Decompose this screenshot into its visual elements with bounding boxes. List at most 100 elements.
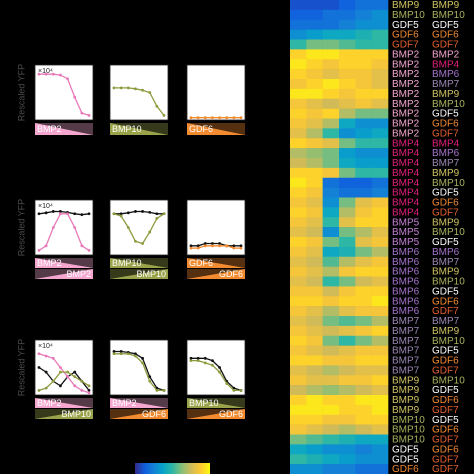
heatmap-cell — [339, 197, 356, 208]
heatmap-cell — [306, 0, 323, 11]
data-point — [73, 95, 77, 99]
heatmap-cell — [371, 197, 389, 208]
heatmap-cell — [371, 108, 389, 119]
heatmap-cell — [306, 177, 323, 188]
heatmap-cell — [290, 158, 307, 169]
heatmap-cell — [371, 424, 389, 435]
heatmap-cell — [322, 0, 340, 11]
heatmap-cell — [371, 177, 389, 188]
ligand-label: GDF5 — [432, 346, 459, 357]
ligand-label: BMP10 — [432, 277, 465, 288]
heatmap-cell — [306, 306, 323, 317]
heatmap-cell — [355, 395, 372, 406]
data-point — [126, 352, 130, 356]
heatmap-cell — [306, 365, 323, 376]
heatmap-cell — [322, 296, 340, 307]
ligand-label: BMP10 — [432, 336, 465, 347]
heatmap-cell — [371, 335, 389, 346]
heatmap-cell — [290, 316, 307, 327]
ligand-label: BMP6 — [432, 247, 460, 258]
heatmap-cell — [322, 128, 340, 139]
heatmap-cell — [322, 39, 340, 50]
ramp-label: BMP10 — [136, 269, 166, 279]
ligand-label: BMP7 — [392, 356, 420, 367]
heatmap-cell — [355, 138, 372, 149]
data-point — [225, 116, 229, 120]
heatmap-cell — [371, 414, 389, 425]
heatmap-cell — [339, 385, 356, 396]
ramp-label: BMP2 — [66, 269, 91, 279]
data-point — [119, 352, 123, 356]
heatmap-cell — [371, 464, 389, 474]
heatmap-cell — [371, 306, 389, 317]
heatmap-cell — [306, 79, 323, 90]
heatmap-cell — [306, 39, 323, 50]
data-point — [239, 246, 243, 250]
heatmap-cell — [306, 59, 323, 70]
data-point — [134, 239, 137, 243]
heatmap-cell — [371, 444, 389, 455]
ligand-label: BMP9 — [432, 267, 460, 278]
heatmap-cell — [339, 158, 356, 169]
heatmap-cell — [290, 375, 307, 386]
heatmap-cell — [355, 19, 372, 30]
ligand-label: BMP10 — [392, 10, 425, 21]
heatmap-cell — [355, 59, 372, 70]
ligand-label: GDF7 — [432, 40, 459, 51]
axis-scale: ×10⁴ — [38, 68, 53, 75]
heatmap-cell — [339, 79, 356, 90]
heatmap-cell — [306, 128, 323, 139]
heatmap-cell — [371, 227, 389, 238]
heatmap-cell — [371, 355, 389, 366]
heatmap-cell — [322, 79, 340, 90]
heatmap-cell — [290, 345, 307, 356]
heatmap-cell — [355, 69, 372, 80]
ramp — [187, 269, 245, 279]
data-point — [189, 356, 193, 360]
heatmap-cell — [322, 237, 340, 248]
data-point — [51, 356, 55, 360]
heatmap-cell — [290, 39, 307, 50]
heatmap-cell — [371, 434, 389, 445]
heatmap-cell — [355, 108, 372, 119]
heatmap-cell — [371, 207, 389, 218]
heatmap-cell — [306, 434, 323, 445]
heatmap-cell — [290, 187, 307, 198]
heatmap-cell — [322, 9, 340, 21]
data-point — [148, 230, 152, 234]
ramp — [110, 123, 168, 135]
heatmap-cell — [355, 385, 372, 396]
heatmap-cell — [339, 177, 356, 188]
data-point — [59, 384, 62, 388]
heatmap-cell — [290, 128, 307, 139]
heatmap-cell — [322, 197, 340, 208]
heatmap-cell — [355, 464, 372, 474]
heatmap-cell — [371, 9, 389, 21]
heatmap-cell — [306, 286, 323, 297]
heatmap-cell — [339, 39, 356, 50]
heatmap-cell — [371, 365, 389, 376]
data-point — [59, 73, 62, 77]
heatmap-cell — [322, 335, 340, 346]
heatmap-cell — [355, 296, 372, 307]
y-axis-label: Rescaled YFP — [16, 339, 26, 396]
heatmap-cell — [339, 19, 356, 30]
heatmap-cell — [306, 414, 323, 425]
heatmap-cell — [339, 118, 356, 129]
heatmap-cell — [290, 306, 307, 317]
ligand-label: BMP7 — [432, 316, 460, 327]
ligand-label: BMP2 — [392, 128, 420, 139]
heatmap-cell — [371, 286, 389, 297]
data-point — [218, 116, 221, 120]
data-point — [155, 389, 159, 392]
heatmap-cell — [322, 138, 340, 149]
data-point — [218, 366, 221, 369]
heatmap-cell — [290, 266, 307, 277]
ligand-label: BMP5 — [392, 217, 420, 228]
ligand-label: BMP6 — [392, 247, 420, 258]
axis-scale: ×10⁴ — [38, 343, 53, 350]
heatmap-cell — [355, 444, 372, 455]
heatmap-cell — [339, 454, 356, 465]
heatmap-cell — [290, 177, 307, 188]
